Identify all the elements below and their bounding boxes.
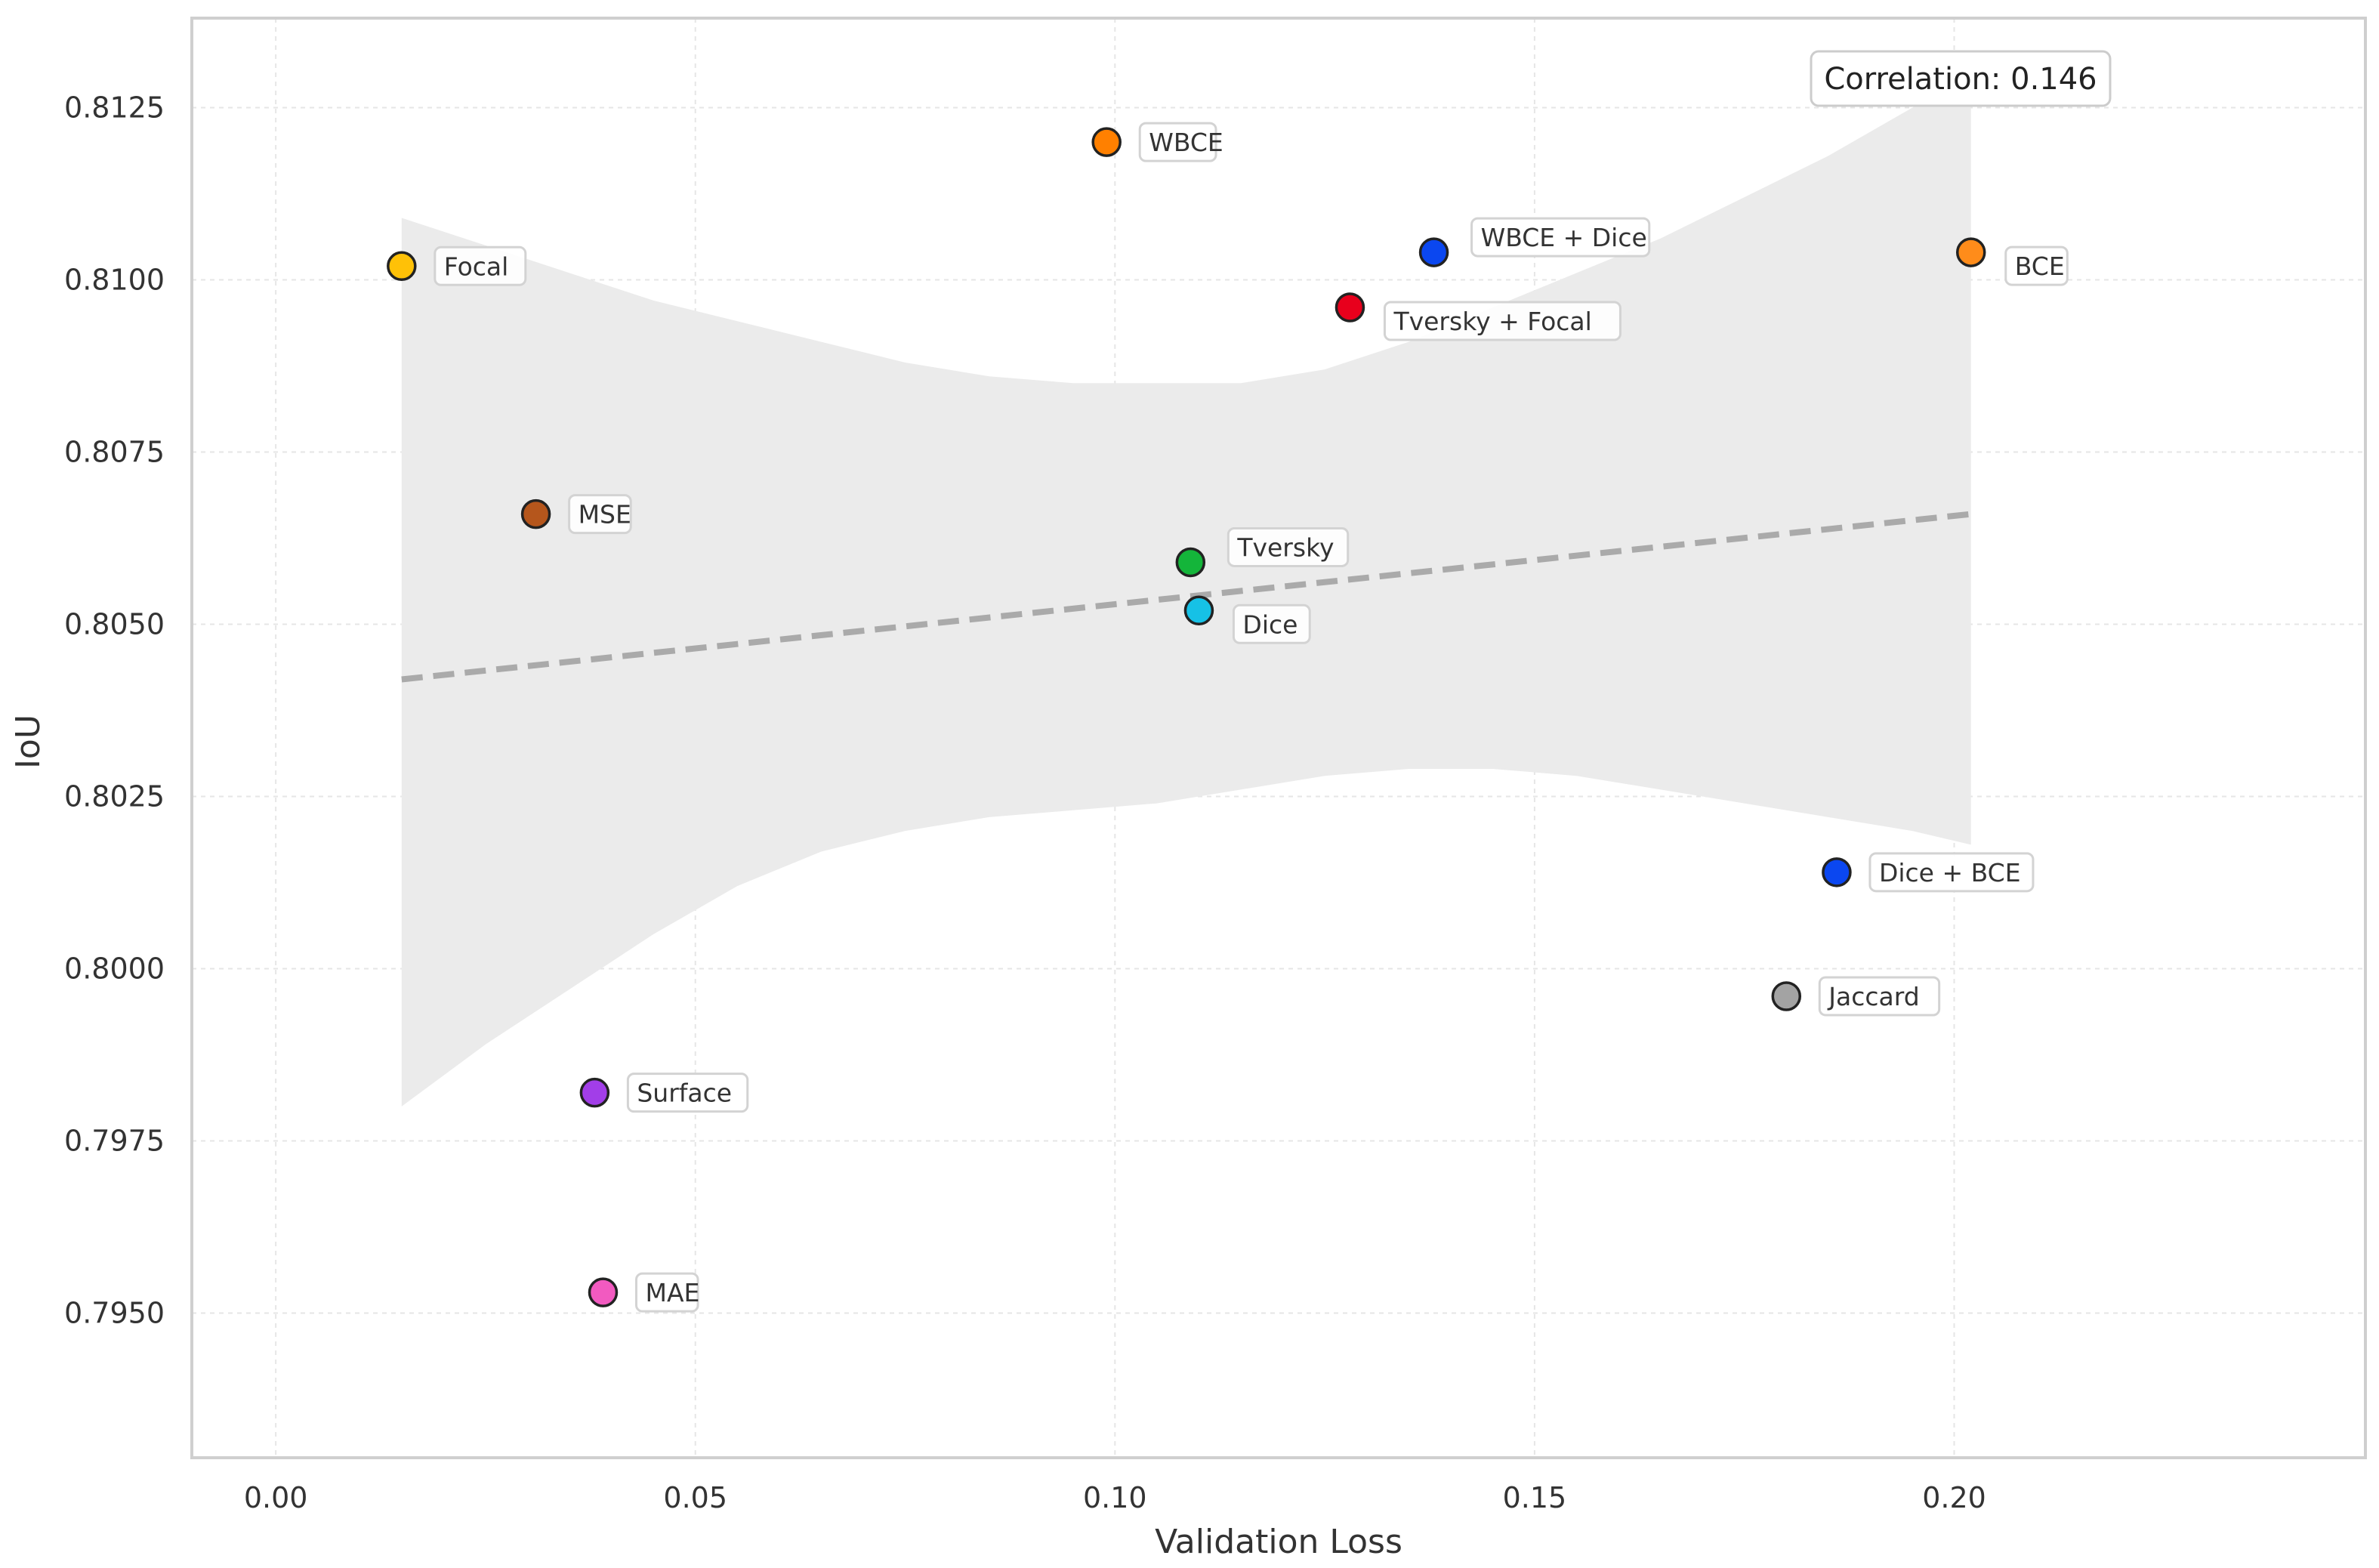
y-tick-label: 0.8075: [64, 436, 165, 469]
point-label-text: Dice: [1242, 610, 1297, 639]
point-label-box: [1383, 301, 1621, 341]
point-label-text: BCE: [2015, 252, 2065, 281]
x-tick-label: 0.00: [244, 1481, 308, 1514]
point-label-box: [434, 245, 527, 286]
y-tick-label: 0.8050: [64, 608, 165, 641]
y-tick-label: 0.8025: [64, 780, 165, 813]
point-label: Tversky + Focal: [1383, 301, 1621, 341]
y-axis-label: IoU: [9, 715, 48, 769]
point-label-text: Tversky: [1236, 532, 1334, 562]
point-label: MAE: [634, 1272, 699, 1313]
point-label: MSE: [568, 494, 632, 535]
point-labels-layer: WBCE Focal WBCE + Dice BCE Tversky + Focal MS…: [434, 122, 2069, 1313]
x-tick-label: 0.20: [1922, 1481, 1986, 1514]
point-label-text: MAE: [645, 1278, 699, 1307]
x-axis-label: Validation Loss: [1155, 1523, 1402, 1561]
point-label-box: [1227, 526, 1350, 567]
trend-line-layer: [401, 511, 1972, 683]
point-label-text: MSE: [579, 500, 631, 529]
point-label: Surface: [626, 1073, 749, 1113]
point-label: BCE: [2004, 245, 2069, 286]
data-point: [588, 1277, 619, 1307]
points-layer: [387, 127, 1986, 1307]
trend-line: [401, 511, 1972, 683]
y-tick-label: 0.8125: [64, 91, 165, 125]
point-label-box: [1868, 852, 2035, 893]
point-label-text: Dice + BCE: [1879, 858, 2021, 887]
point-label: WBCE + Dice: [1470, 217, 1651, 258]
point-label-box: [1138, 122, 1217, 162]
y-tick-label: 0.7950: [64, 1296, 165, 1329]
point-label-box: [568, 494, 632, 535]
point-label-box: [1470, 217, 1651, 258]
data-point: [1175, 547, 1206, 578]
point-label: Dice + BCE: [1868, 852, 2035, 893]
point-label: Tversky: [1227, 526, 1350, 567]
x-tick-label: 0.10: [1083, 1481, 1147, 1514]
y-tick-label: 0.8100: [64, 264, 165, 297]
data-point: [520, 498, 551, 529]
y-tick-label: 0.8000: [64, 952, 165, 986]
point-label-text: Jaccard: [1827, 982, 1919, 1011]
point-label-text: Tversky + Focal: [1393, 307, 1591, 336]
point-label-box: [1232, 603, 1311, 644]
data-point: [579, 1077, 610, 1108]
data-point: [1091, 127, 1122, 157]
correlation-box-frame: [1810, 50, 2112, 107]
data-point: [1335, 292, 1365, 323]
x-tick-label: 0.05: [663, 1481, 727, 1514]
point-label-text: WBCE + Dice: [1481, 223, 1647, 252]
point-label: Jaccard: [1818, 976, 1941, 1017]
point-label: Focal: [434, 245, 527, 286]
point-label: Dice: [1232, 603, 1311, 644]
point-label-box: [634, 1272, 699, 1313]
x-tick-label: 0.15: [1503, 1481, 1567, 1514]
point-label: WBCE: [1138, 122, 1223, 162]
ticks-layer: 0.00 0.05 0.10 0.15 0.20 0.7950 0.7975 0.8000 0.…: [64, 91, 1986, 1514]
point-label-text: Surface: [637, 1079, 732, 1108]
point-label-box: [2004, 245, 2069, 286]
point-label-box: [1818, 976, 1941, 1017]
data-point: [1955, 237, 1986, 267]
point-label-box: [626, 1073, 749, 1113]
data-point: [1822, 857, 1852, 887]
correlation-text: Correlation: 0.146: [1824, 62, 2097, 97]
data-point: [1771, 981, 1802, 1011]
data-point: [387, 251, 417, 282]
data-point: [1183, 595, 1214, 626]
point-label-text: WBCE: [1149, 128, 1223, 157]
data-point: [1418, 237, 1449, 267]
plot-area-frame: [190, 17, 2367, 1459]
correlation-box: Correlation: 0.146: [1810, 50, 2112, 107]
y-tick-label: 0.7975: [64, 1124, 165, 1157]
point-label-text: Focal: [444, 252, 509, 281]
